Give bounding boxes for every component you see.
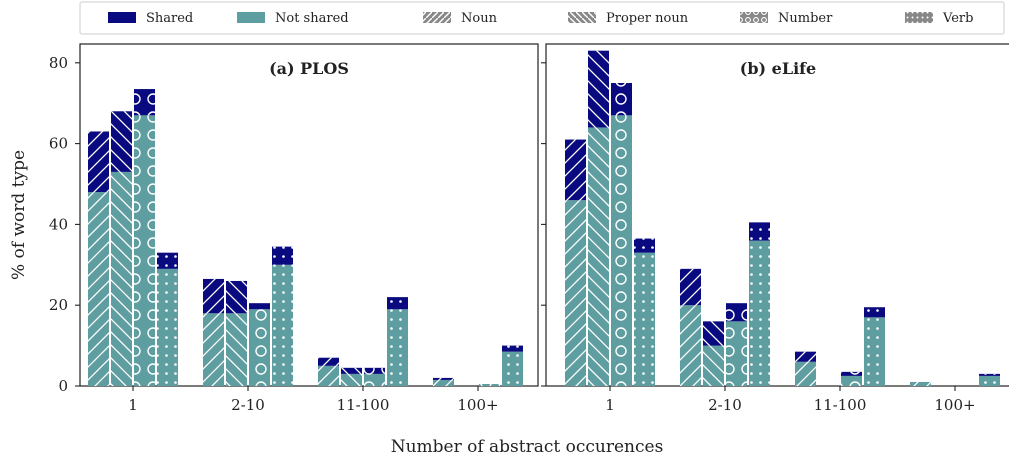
legend-label-number: Number	[778, 11, 833, 26]
legend-swatch-pattern-proper-noun	[568, 12, 596, 23]
bar-a-plos-verb-11-100-not-shared-pattern	[387, 309, 408, 386]
legend-item-verb: Verb	[905, 11, 973, 26]
legend-item-number: Number	[740, 11, 833, 26]
y-axis-label: % of word type	[9, 150, 29, 280]
bar-a-plos-noun-2-10-not-shared-pattern	[203, 313, 224, 386]
bar-a-plos-proper-noun-1-shared-pattern	[111, 111, 132, 172]
bar-b-elife-verb-11-100-not-shared-pattern	[864, 317, 885, 386]
bar-a-plos-number-1-shared-pattern	[134, 89, 155, 116]
bar-b-elife-number-2-10-not-shared-pattern	[726, 321, 747, 386]
bar-a-plos-number-11-100-shared-pattern	[364, 367, 385, 374]
bar-b-elife-verb-1-shared-pattern	[634, 238, 655, 253]
panel-elife: (b) eLife	[545, 43, 1009, 387]
bar-a-plos-noun-11-100-shared-pattern	[318, 357, 339, 366]
panel-elife-frame	[545, 43, 1009, 387]
legend-label-noun: Noun	[461, 11, 498, 26]
x-tick-label-11-100: 11-100	[337, 396, 390, 414]
bar-b-elife-noun-2-10-shared-pattern	[680, 268, 701, 306]
bar-a-plos-noun-1-shared-pattern	[88, 131, 109, 193]
x-tick-label-2-10: 2-10	[231, 396, 265, 414]
bar-a-plos-proper-noun-2-10-shared-pattern	[226, 280, 247, 314]
bar-a-plos-number-2-10-shared-pattern	[249, 303, 270, 310]
bar-a-plos-verb-2-10-shared-pattern	[272, 246, 293, 265]
bar-a-plos-noun-100-shared-pattern	[433, 377, 454, 380]
legend-item-proper-noun: Proper noun	[568, 11, 689, 26]
bars	[88, 50, 1000, 386]
bar-a-plos-verb-1-shared-pattern	[157, 252, 178, 269]
panel-plos: (a) PLOS	[79, 43, 539, 387]
y-tick-label: 20	[49, 296, 68, 314]
bar-b-elife-noun-11-100-not-shared-pattern	[795, 361, 816, 386]
bar-b-elife-proper-noun-2-10-not-shared-pattern	[703, 345, 724, 386]
bar-a-plos-noun-11-100-not-shared-pattern	[318, 365, 339, 386]
x-tick-label-2-10: 2-10	[708, 396, 742, 414]
bar-a-plos-proper-noun-11-100-shared-pattern	[341, 367, 362, 374]
x-tick-label-1: 1	[605, 396, 615, 414]
bar-b-elife-noun-2-10-not-shared-pattern	[680, 305, 701, 386]
panel-elife-title: (b) eLife	[740, 59, 816, 78]
panel-plos-title: (a) PLOS	[269, 59, 349, 78]
bar-a-plos-number-1-not-shared-pattern	[134, 115, 155, 386]
bar-b-elife-proper-noun-2-10-shared-pattern	[703, 321, 724, 346]
bar-a-plos-noun-1-not-shared-pattern	[88, 192, 109, 386]
bar-b-elife-verb-2-10-not-shared-pattern	[749, 240, 770, 386]
legend-label-not-shared: Not shared	[275, 11, 349, 26]
bar-a-plos-number-11-100-not-shared-pattern	[364, 373, 385, 386]
bar-a-plos-verb-100-not-shared-pattern	[502, 351, 523, 386]
bar-b-elife-proper-noun-1-not-shared-pattern	[588, 127, 609, 386]
legend-label-verb: Verb	[942, 11, 973, 26]
bar-b-elife-noun-1-not-shared-pattern	[565, 200, 586, 386]
y-tick-label: 80	[49, 54, 68, 72]
bar-b-elife-noun-100-not-shared-pattern	[910, 381, 931, 386]
panel-plos-frame	[79, 43, 539, 387]
y-axis: 0 20 40 60 80	[49, 54, 546, 395]
bar-b-elife-verb-100-shared-pattern	[979, 373, 1000, 376]
legend-swatch-shared	[108, 12, 136, 23]
bar-a-plos-verb-1-not-shared-pattern	[157, 268, 178, 386]
x-tick-label-1: 1	[128, 396, 138, 414]
bar-b-elife-noun-11-100-shared-pattern	[795, 351, 816, 362]
bar-b-elife-verb-100-not-shared-pattern	[979, 375, 1000, 386]
legend-label-proper-noun: Proper noun	[606, 11, 689, 26]
legend-frame	[79, 1, 1005, 35]
bar-b-elife-verb-1-not-shared-pattern	[634, 252, 655, 386]
legend-item-noun: Noun	[423, 11, 498, 26]
bar-b-elife-number-11-100-shared-pattern	[841, 371, 862, 376]
legend-item-not-shared: Not shared	[237, 11, 349, 26]
x-axis: 1 2-10 11-100 100+ 1 2-10 11-100 100+	[128, 386, 976, 414]
bar-a-plos-number-2-10-not-shared-pattern	[249, 309, 270, 386]
bar-a-plos-proper-noun-1-not-shared-pattern	[111, 171, 132, 386]
bar-a-plos-proper-noun-11-100-not-shared-pattern	[341, 373, 362, 386]
x-tick-label-11-100: 11-100	[814, 396, 867, 414]
legend: Shared Not shared Noun Proper noun Number Ver…	[79, 1, 1005, 35]
bar-b-elife-number-11-100-not-shared-pattern	[841, 375, 862, 386]
legend-swatch-not-shared	[237, 12, 265, 23]
bar-a-plos-verb-2-10-not-shared-pattern	[272, 264, 293, 386]
bar-a-plos-noun-2-10-shared-pattern	[203, 278, 224, 314]
bar-b-elife-number-1-not-shared-pattern	[611, 115, 632, 386]
bar-a-plos-noun-100-not-shared-pattern	[433, 379, 454, 386]
bar-a-plos-proper-noun-2-10-not-shared-pattern	[226, 313, 247, 386]
legend-label-shared: Shared	[146, 11, 193, 26]
bar-a-plos-verb-100-shared-pattern	[502, 345, 523, 352]
legend-swatch-pattern-verb	[905, 12, 933, 23]
x-tick-label-100: 100+	[934, 396, 975, 414]
y-tick-label: 40	[49, 215, 68, 233]
y-tick-label: 0	[58, 377, 68, 395]
x-axis-label: Number of abstract occurences	[391, 437, 664, 457]
legend-swatch-pattern-number	[740, 12, 768, 23]
legend-item-shared: Shared	[108, 11, 193, 26]
x-tick-label-100: 100+	[457, 396, 498, 414]
legend-swatch-pattern-noun	[423, 12, 451, 23]
bar-b-elife-verb-11-100-shared-pattern	[864, 307, 885, 318]
bar-a-plos-verb-11-100-shared-pattern	[387, 297, 408, 310]
bar-b-elife-noun-1-shared-pattern	[565, 139, 586, 201]
bar-b-elife-number-1-shared-pattern	[611, 83, 632, 116]
bar-a-plos-number-100-not-shared-pattern	[479, 383, 500, 386]
y-tick-label: 60	[49, 135, 68, 153]
bar-b-elife-verb-2-10-shared-pattern	[749, 222, 770, 241]
bar-b-elife-number-2-10-shared-pattern	[726, 303, 747, 322]
bar-b-elife-proper-noun-1-shared-pattern	[588, 50, 609, 128]
